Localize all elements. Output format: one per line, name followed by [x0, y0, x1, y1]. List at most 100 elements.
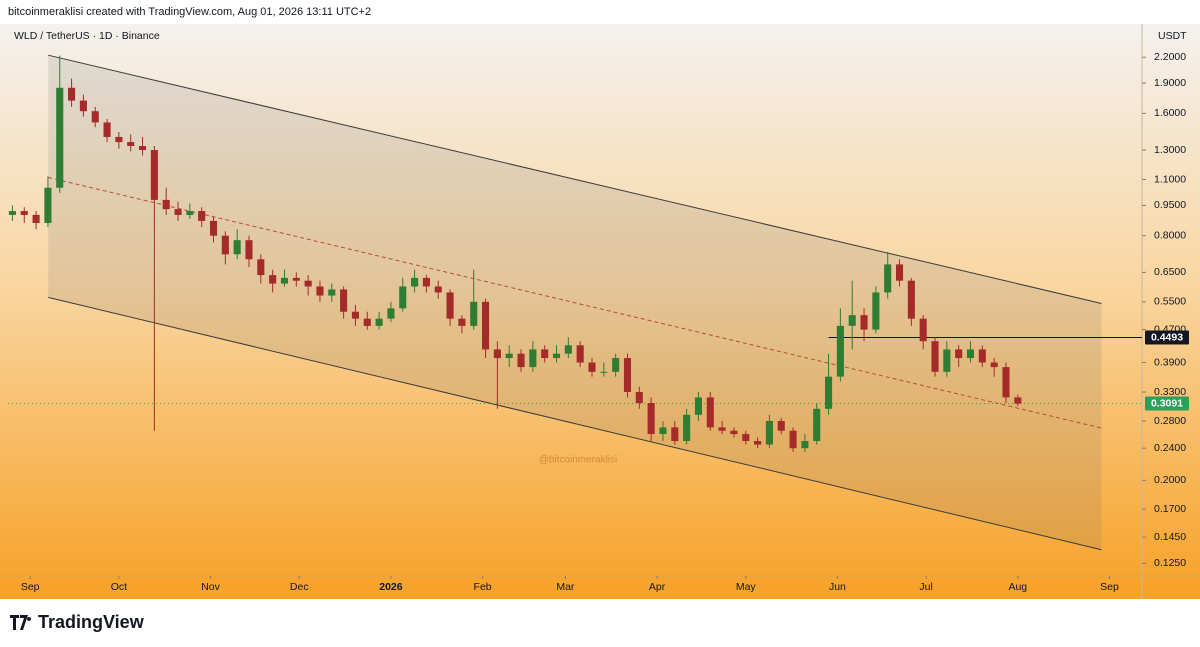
candle-body — [978, 349, 986, 363]
candle-body — [56, 87, 64, 188]
candle-body — [209, 220, 218, 236]
last-price-label: 0.3091 — [1151, 397, 1183, 409]
y-tick-label: 1.3000 — [1154, 144, 1186, 156]
x-tick-label: Feb — [474, 581, 492, 593]
candle-body — [375, 318, 383, 326]
candle-body — [1002, 367, 1010, 398]
candles-layer — [8, 55, 1022, 452]
candle-body — [966, 349, 975, 359]
candle-body — [742, 434, 750, 441]
candle-body — [138, 146, 147, 151]
channel-lower-line — [48, 296, 1102, 551]
candle-body — [44, 187, 52, 223]
candle-body — [623, 358, 632, 392]
brand-name: TradingView — [38, 612, 145, 632]
y-tick-label: 0.9500 — [1154, 199, 1186, 211]
brand-icon — [10, 615, 32, 630]
candle-body — [79, 100, 87, 112]
watermark: @bitcoinmeraklisi — [539, 455, 618, 466]
x-tick-label: Sep — [21, 581, 40, 593]
candle-body — [588, 362, 596, 372]
y-tick-label: 1.6000 — [1154, 107, 1186, 119]
candle-body — [351, 311, 359, 319]
candle-body — [186, 211, 194, 215]
candle-body — [103, 122, 111, 137]
candle-body — [363, 318, 371, 326]
candle-body — [848, 315, 856, 326]
chart-background — [0, 24, 1200, 599]
candle-body — [765, 420, 773, 445]
y-tick-label: 0.1450 — [1154, 531, 1186, 543]
candle-body — [718, 427, 726, 431]
candle-body — [20, 211, 28, 215]
header-text: bitcoinmeraklisi created with TradingVie… — [8, 6, 371, 18]
x-tick-label: Sep — [1100, 581, 1119, 593]
x-tick-label: Aug — [1008, 581, 1027, 593]
y-tick-label: 0.3300 — [1154, 386, 1186, 398]
candle-body — [257, 259, 265, 276]
candle-body — [174, 209, 182, 215]
y-tick-label: 1.9000 — [1154, 77, 1186, 89]
candle-body — [328, 289, 336, 296]
candle-body — [493, 349, 501, 359]
candle-body — [505, 353, 513, 359]
candle-body — [600, 371, 608, 373]
y-tick-label: 0.3900 — [1154, 356, 1186, 368]
candle-body — [269, 275, 277, 284]
y-tick-label: 0.6500 — [1154, 266, 1186, 278]
channel-upper-line — [48, 54, 1102, 304]
candle-body — [564, 345, 572, 354]
candle-body — [706, 397, 714, 428]
candle-body — [91, 111, 99, 123]
candle-body — [635, 391, 643, 404]
candle-body — [411, 277, 419, 287]
y-tick-label: 0.5500 — [1154, 296, 1186, 308]
candle-body — [127, 142, 135, 147]
candle-body — [233, 240, 241, 255]
candle-body — [399, 286, 407, 309]
candle-body — [245, 240, 253, 260]
axis-layer: 2.2000 1.9000 1.6000 1.3000 1.1000 0.9500 0.80… — [21, 51, 1189, 593]
candle-body — [801, 440, 809, 449]
candle-body — [422, 277, 430, 287]
last-price-box — [1145, 396, 1189, 411]
candle-body — [955, 349, 963, 359]
x-tick-label: May — [736, 581, 757, 593]
channel-layer — [8, 54, 1142, 551]
candle-body — [813, 408, 821, 441]
candle-body — [517, 353, 525, 368]
x-tick-label: Jun — [829, 581, 846, 593]
candle-body — [68, 87, 76, 101]
candle-body — [860, 315, 868, 330]
candle-body — [280, 277, 289, 284]
brand-logo: TradingView — [10, 612, 145, 632]
x-tick-label: Dec — [290, 581, 309, 593]
candle-body — [8, 211, 16, 215]
channel-middle-line — [48, 176, 1102, 429]
y-axis-unit: USDT — [1158, 30, 1187, 42]
candle-body — [221, 235, 229, 255]
candle-body — [895, 264, 904, 281]
candle-body — [541, 349, 549, 359]
candle-body — [931, 341, 939, 372]
candle-body — [552, 353, 561, 359]
y-tick-label: 0.1250 — [1154, 557, 1186, 569]
candle-body — [482, 301, 490, 350]
candle-body — [647, 403, 655, 435]
candle-body — [576, 345, 584, 363]
y-tick-label: 2.2000 — [1154, 51, 1186, 63]
candle-body — [943, 349, 951, 372]
candle-body — [694, 397, 703, 415]
candle-body — [730, 430, 738, 435]
x-tick-label: Apr — [649, 581, 666, 593]
candle-body — [470, 301, 478, 326]
x-tick-label: 2026 — [379, 581, 403, 593]
candle-body — [32, 214, 40, 223]
level-price-box — [1145, 330, 1189, 345]
y-tick-label: 0.2800 — [1154, 415, 1186, 427]
y-tick-label: 0.2400 — [1154, 442, 1186, 454]
candle-body — [990, 362, 998, 368]
candle-body — [789, 430, 797, 449]
